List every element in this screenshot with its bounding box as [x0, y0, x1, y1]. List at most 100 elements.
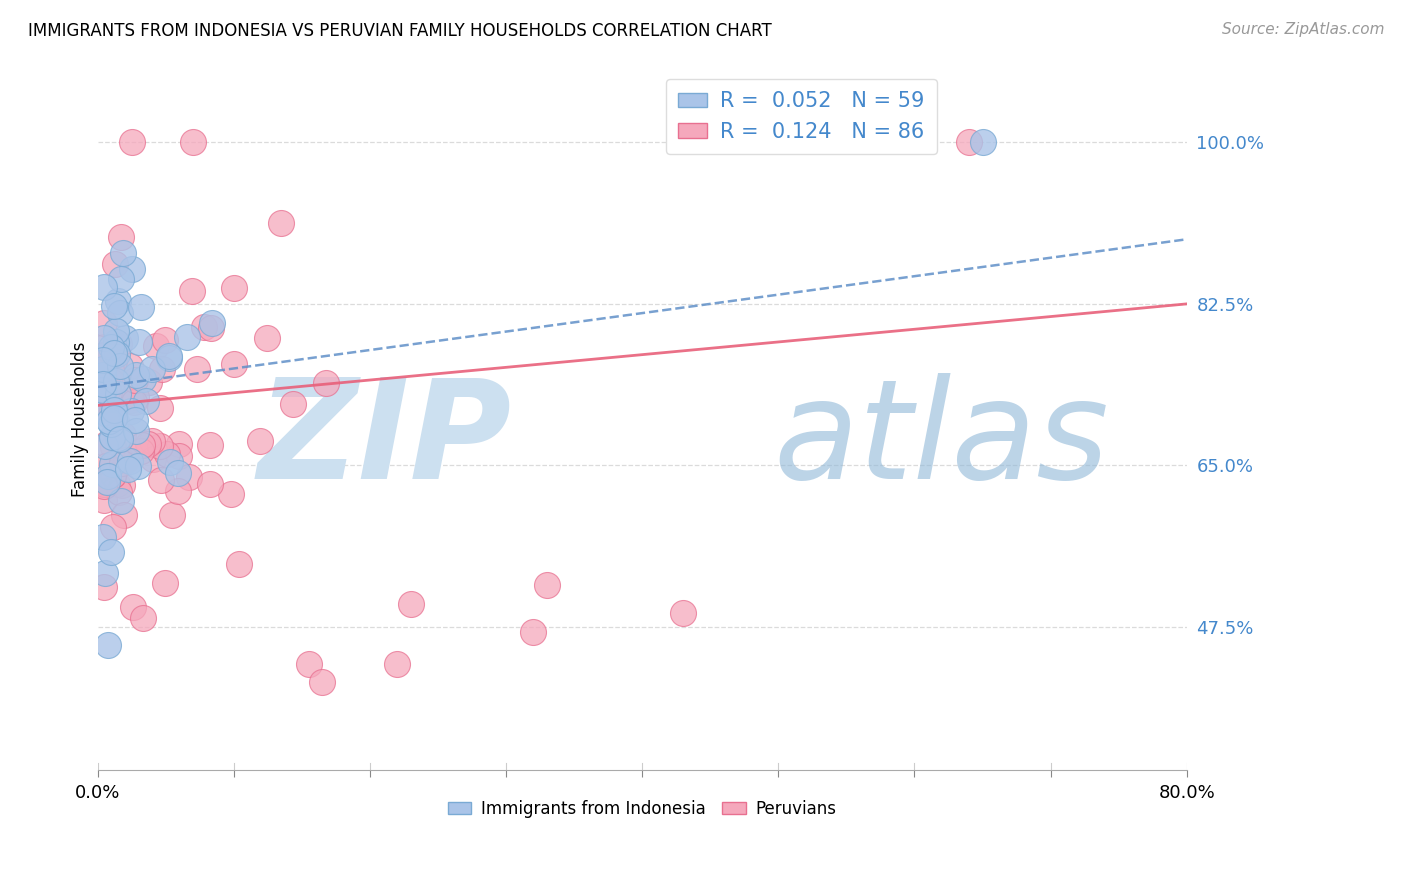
Point — [104, 402, 127, 417]
Point — [103, 299, 125, 313]
Point — [103, 467, 125, 482]
Point — [200, 321, 222, 335]
Y-axis label: Family Households: Family Households — [72, 342, 89, 497]
Point — [201, 317, 224, 331]
Point — [124, 373, 146, 387]
Point — [399, 597, 422, 611]
Point — [115, 452, 138, 467]
Point — [169, 437, 191, 451]
Legend: Immigrants from Indonesia, Peruvians: Immigrants from Indonesia, Peruvians — [441, 794, 844, 825]
Point — [672, 606, 695, 620]
Point — [91, 383, 114, 397]
Point — [297, 657, 319, 671]
Point — [103, 403, 125, 417]
Point — [228, 557, 250, 571]
Point — [186, 362, 208, 376]
Point — [93, 340, 115, 354]
Point — [93, 401, 115, 415]
Point — [91, 368, 114, 382]
Point — [145, 339, 167, 353]
Point — [93, 492, 115, 507]
Point — [124, 424, 146, 438]
Point — [93, 475, 115, 489]
Point — [93, 477, 115, 491]
Point — [136, 437, 159, 451]
Point — [110, 229, 132, 244]
Point — [129, 444, 152, 458]
Point — [219, 487, 242, 501]
Point — [120, 392, 142, 407]
Point — [93, 478, 115, 492]
Point — [100, 545, 122, 559]
Point — [100, 417, 122, 431]
Point — [105, 476, 128, 491]
Point — [110, 272, 132, 286]
Point — [101, 457, 124, 471]
Point — [200, 438, 222, 452]
Point — [132, 372, 155, 386]
Point — [125, 368, 148, 382]
Point — [96, 475, 118, 490]
Point — [101, 403, 124, 417]
Point — [93, 348, 115, 362]
Point — [150, 361, 173, 376]
Point — [224, 281, 246, 295]
Point — [94, 459, 117, 474]
Point — [111, 427, 134, 442]
Point — [91, 362, 114, 376]
Point — [132, 611, 155, 625]
Point — [114, 331, 136, 345]
Point — [103, 411, 125, 425]
Point — [124, 395, 146, 409]
Point — [108, 359, 131, 374]
Point — [176, 330, 198, 344]
Point — [97, 414, 120, 428]
Text: atlas: atlas — [773, 373, 1108, 508]
Point — [149, 473, 172, 487]
Point — [91, 386, 114, 401]
Point — [122, 600, 145, 615]
Point — [105, 347, 128, 361]
Point — [91, 530, 114, 544]
Point — [141, 434, 163, 449]
Point — [315, 376, 337, 390]
Point — [135, 394, 157, 409]
Point — [108, 337, 131, 351]
Point — [156, 447, 179, 461]
Point — [100, 363, 122, 377]
Point — [101, 520, 124, 534]
Point — [94, 437, 117, 451]
Point — [94, 566, 117, 580]
Point — [181, 136, 204, 150]
Point — [972, 136, 994, 150]
Point — [157, 351, 180, 365]
Point — [149, 401, 172, 415]
Point — [105, 334, 128, 349]
Point — [93, 372, 115, 386]
Point — [101, 457, 124, 471]
Point — [181, 284, 204, 298]
Point — [96, 407, 118, 421]
Text: Source: ZipAtlas.com: Source: ZipAtlas.com — [1222, 22, 1385, 37]
Point — [93, 280, 115, 294]
Point — [91, 353, 114, 368]
Point — [311, 675, 333, 690]
Point — [256, 331, 278, 345]
Point — [121, 262, 143, 277]
Point — [120, 359, 142, 374]
Point — [536, 578, 558, 592]
Point — [131, 437, 153, 451]
Point — [111, 477, 134, 491]
Point — [167, 449, 190, 463]
Point — [93, 316, 115, 330]
Text: IMMIGRANTS FROM INDONESIA VS PERUVIAN FAMILY HOUSEHOLDS CORRELATION CHART: IMMIGRANTS FROM INDONESIA VS PERUVIAN FA… — [28, 22, 772, 40]
Point — [93, 580, 115, 594]
Point — [94, 439, 117, 453]
Point — [125, 390, 148, 404]
Point — [121, 136, 143, 150]
Point — [100, 340, 122, 354]
Point — [167, 483, 190, 498]
Point — [100, 430, 122, 444]
Point — [149, 439, 172, 453]
Point — [193, 320, 215, 334]
